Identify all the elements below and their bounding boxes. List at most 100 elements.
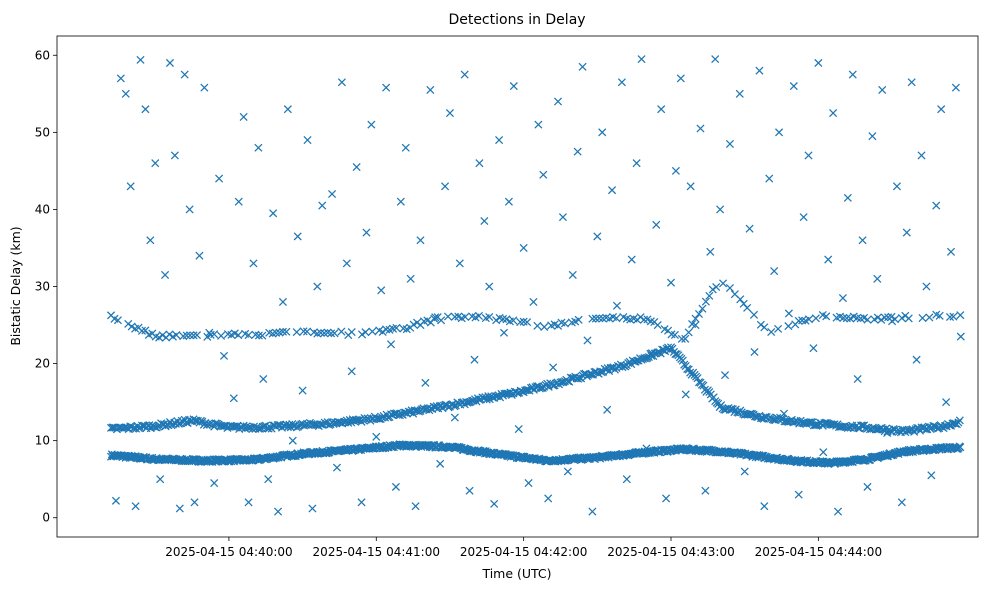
detection-marker <box>912 355 921 364</box>
detection-marker <box>254 331 263 340</box>
detection-marker <box>743 303 752 312</box>
detection-marker <box>392 323 401 333</box>
detection-marker <box>509 82 518 91</box>
detection-marker <box>942 398 951 407</box>
detection-marker <box>455 259 464 268</box>
y-tick-label: 40 <box>35 202 50 216</box>
detection-marker <box>205 328 214 337</box>
detection-marker <box>141 326 150 335</box>
detection-marker <box>622 475 631 484</box>
detection-marker <box>170 151 179 160</box>
detection-marker <box>725 139 734 148</box>
detection-marker <box>819 448 828 457</box>
detection-marker <box>883 428 892 437</box>
detection-marker <box>421 378 430 387</box>
detection-marker <box>443 312 453 321</box>
y-axis-title: Bistatic Delay (km) <box>8 226 23 345</box>
detection-marker <box>514 425 523 434</box>
detection-marker <box>352 162 361 172</box>
detection-marker <box>877 315 886 324</box>
detection-marker <box>327 329 336 338</box>
detection-marker <box>210 330 219 339</box>
detection-marker <box>652 220 661 229</box>
detection-marker <box>534 120 543 129</box>
detection-marker <box>522 386 531 395</box>
detection-marker <box>480 216 489 226</box>
detection-marker <box>598 128 607 137</box>
detection-marker <box>126 182 135 191</box>
detection-marker <box>273 507 283 516</box>
detection-marker <box>308 504 317 513</box>
detection-marker <box>519 317 528 326</box>
detection-marker <box>653 321 662 330</box>
detection-marker <box>809 344 818 353</box>
detection-marker <box>774 324 783 333</box>
detection-marker <box>161 270 170 279</box>
detection-marker <box>712 282 721 292</box>
detection-marker <box>873 274 882 283</box>
detection-marker <box>632 159 641 168</box>
detection-marker <box>302 327 312 336</box>
detection-marker <box>784 322 793 331</box>
detection-marker <box>272 328 281 337</box>
detection-marker <box>136 55 145 64</box>
detection-marker <box>361 328 370 337</box>
detection-marker <box>485 312 494 322</box>
detection-marker <box>215 174 224 183</box>
detection-marker <box>269 209 278 218</box>
detection-marker <box>524 479 533 488</box>
detection-marker <box>805 418 814 427</box>
detection-marker <box>558 213 567 222</box>
detection-marker <box>445 109 455 118</box>
detection-marker <box>617 78 626 87</box>
detection-marker <box>254 143 263 152</box>
detection-marker <box>848 70 857 79</box>
detection-marker <box>932 201 941 210</box>
detection-marker <box>156 475 165 484</box>
detection-marker <box>698 304 707 313</box>
detection-marker <box>956 443 965 452</box>
detection-marker <box>593 232 602 241</box>
detection-marker <box>217 331 226 340</box>
detection-marker <box>873 425 882 434</box>
detection-marker <box>151 159 160 168</box>
y-tick-label: 50 <box>35 125 50 139</box>
detection-marker <box>637 55 646 64</box>
detection-marker <box>120 423 129 432</box>
detection-marker <box>588 314 597 323</box>
detection-marker <box>288 436 297 445</box>
detection-marker <box>111 496 120 505</box>
detection-marker <box>666 278 676 287</box>
detection-marker <box>735 89 744 98</box>
detection-marker <box>740 467 749 476</box>
detection-marker <box>121 89 130 98</box>
detection-marker <box>347 367 356 376</box>
detection-marker <box>186 331 195 340</box>
detection-marker <box>681 334 690 343</box>
detection-marker <box>249 259 258 268</box>
detection-marker <box>603 405 612 414</box>
detection-marker <box>794 490 803 499</box>
detection-marker <box>347 328 356 337</box>
detection-marker <box>608 186 617 195</box>
detection-marker <box>382 325 391 334</box>
detection-marker <box>716 205 725 214</box>
detection-marker <box>282 327 291 336</box>
detection-marker <box>719 279 728 288</box>
detection-marker <box>745 224 754 233</box>
detection-marker <box>328 189 337 199</box>
detection-marker <box>463 398 472 407</box>
detection-marker <box>873 313 882 322</box>
detection-marker <box>760 323 769 332</box>
detection-marker <box>113 316 122 325</box>
detection-marker <box>516 318 525 327</box>
detection-marker <box>189 331 198 340</box>
detection-marker <box>529 297 538 306</box>
detection-marker <box>544 494 553 503</box>
x-axis-title: Time (UTC) <box>481 566 551 581</box>
detection-marker <box>519 243 528 253</box>
detection-marker <box>450 413 459 422</box>
detection-marker <box>694 309 704 319</box>
detection-marker <box>829 109 838 118</box>
detection-marker <box>342 259 351 268</box>
